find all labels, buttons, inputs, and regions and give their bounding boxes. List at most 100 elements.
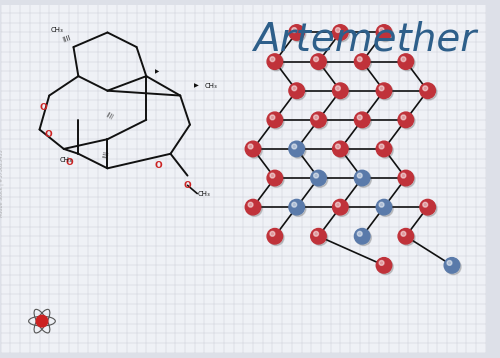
Circle shape (423, 86, 428, 91)
Circle shape (378, 26, 393, 42)
Circle shape (356, 172, 372, 187)
Circle shape (267, 54, 282, 69)
Circle shape (400, 113, 415, 129)
Circle shape (356, 230, 372, 246)
Circle shape (398, 112, 413, 127)
Circle shape (358, 115, 362, 120)
Circle shape (356, 55, 372, 71)
Circle shape (376, 141, 392, 157)
Text: CH₃: CH₃ (204, 83, 217, 89)
Circle shape (310, 112, 326, 127)
Circle shape (314, 173, 318, 178)
Circle shape (310, 170, 326, 186)
Circle shape (422, 84, 437, 100)
Circle shape (334, 201, 349, 216)
Circle shape (398, 54, 413, 69)
Circle shape (314, 115, 318, 120)
Circle shape (268, 113, 284, 129)
Circle shape (267, 228, 282, 244)
Circle shape (378, 259, 393, 275)
Circle shape (290, 201, 306, 216)
Circle shape (314, 57, 318, 62)
Circle shape (332, 83, 348, 98)
Circle shape (246, 201, 262, 216)
Text: ||||: |||| (62, 34, 71, 42)
Text: O: O (154, 161, 162, 170)
Text: CH₃: CH₃ (197, 190, 210, 197)
Circle shape (245, 199, 261, 215)
Circle shape (400, 55, 415, 71)
Circle shape (289, 25, 304, 40)
Circle shape (246, 142, 262, 158)
Circle shape (267, 170, 282, 186)
Circle shape (358, 57, 362, 62)
Circle shape (292, 28, 296, 33)
Circle shape (336, 28, 340, 33)
Text: O: O (66, 158, 74, 167)
Circle shape (267, 112, 282, 127)
Text: CH₃: CH₃ (50, 27, 63, 33)
Circle shape (446, 259, 461, 275)
Circle shape (354, 170, 370, 186)
Circle shape (245, 141, 261, 157)
Circle shape (336, 202, 340, 207)
Circle shape (379, 28, 384, 33)
Circle shape (312, 55, 328, 71)
Circle shape (358, 231, 362, 236)
Circle shape (401, 173, 406, 178)
Text: Adobe Stock | #575625455: Adobe Stock | #575625455 (0, 149, 4, 217)
Circle shape (378, 84, 393, 100)
Circle shape (289, 141, 304, 157)
Circle shape (336, 144, 340, 149)
Circle shape (248, 202, 253, 207)
Circle shape (379, 144, 384, 149)
Circle shape (314, 231, 318, 236)
Circle shape (400, 230, 415, 246)
Circle shape (270, 173, 275, 178)
Circle shape (336, 86, 340, 91)
Circle shape (332, 141, 348, 157)
Circle shape (268, 55, 284, 71)
Circle shape (356, 113, 372, 129)
Circle shape (444, 258, 460, 273)
Circle shape (376, 199, 392, 215)
Circle shape (332, 199, 348, 215)
Text: ||||: |||| (102, 150, 108, 158)
Circle shape (248, 144, 253, 149)
Circle shape (398, 170, 413, 186)
Circle shape (312, 230, 328, 246)
Circle shape (379, 202, 384, 207)
Circle shape (354, 54, 370, 69)
Circle shape (400, 172, 415, 187)
Circle shape (270, 231, 275, 236)
Text: Artemether: Artemether (253, 20, 476, 58)
Circle shape (379, 86, 384, 91)
Circle shape (292, 144, 296, 149)
Circle shape (358, 173, 362, 178)
Circle shape (310, 228, 326, 244)
Circle shape (354, 228, 370, 244)
Circle shape (447, 261, 452, 265)
Circle shape (398, 228, 413, 244)
Text: O: O (44, 130, 52, 139)
Circle shape (378, 201, 393, 216)
Circle shape (401, 231, 406, 236)
Text: ||||: |||| (106, 111, 114, 119)
Circle shape (376, 25, 392, 40)
Circle shape (378, 142, 393, 158)
Circle shape (310, 54, 326, 69)
Text: CH₃: CH₃ (60, 156, 72, 163)
Circle shape (312, 113, 328, 129)
Text: O: O (40, 103, 48, 112)
Circle shape (312, 172, 328, 187)
Circle shape (379, 261, 384, 265)
Circle shape (376, 83, 392, 98)
Circle shape (292, 86, 296, 91)
Circle shape (332, 25, 348, 40)
Circle shape (289, 83, 304, 98)
Circle shape (290, 26, 306, 42)
Circle shape (270, 57, 275, 62)
Circle shape (420, 83, 436, 98)
Circle shape (36, 315, 48, 327)
Circle shape (268, 172, 284, 187)
